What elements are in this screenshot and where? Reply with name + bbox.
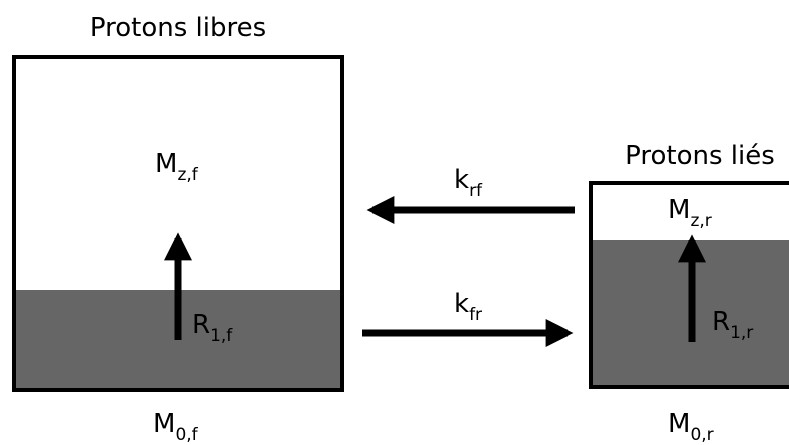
label: M0,r: [668, 409, 714, 445]
symbol: k: [454, 289, 469, 319]
symbol: R: [192, 310, 210, 340]
symbol: R: [712, 307, 730, 337]
subscript: 1,f: [210, 326, 233, 346]
subscript: rf: [469, 181, 483, 201]
label: kfr: [454, 289, 482, 325]
symbol: M: [153, 409, 175, 439]
subscript: 0,r: [690, 425, 713, 445]
symbol: M: [668, 195, 690, 225]
label: Mz,r: [668, 195, 712, 231]
subscript: z,f: [177, 165, 198, 185]
subscript: 1,r: [730, 323, 753, 343]
free-pool-box: [12, 55, 344, 392]
label: krf: [454, 165, 483, 201]
label: M0,f: [153, 409, 199, 445]
subscript: fr: [469, 305, 482, 325]
label: R1,f: [192, 310, 233, 346]
symbol: M: [668, 409, 690, 439]
symbol: k: [454, 165, 469, 195]
pool-title: Protons libres: [90, 13, 266, 43]
label: R1,r: [712, 307, 753, 343]
subscript: z,r: [690, 211, 711, 231]
bound-pool-box: [589, 181, 789, 389]
subscript: 0,f: [175, 425, 198, 445]
pool-title: Protons liés: [625, 141, 775, 171]
label: Mz,f: [155, 149, 199, 185]
symbol: M: [155, 149, 177, 179]
